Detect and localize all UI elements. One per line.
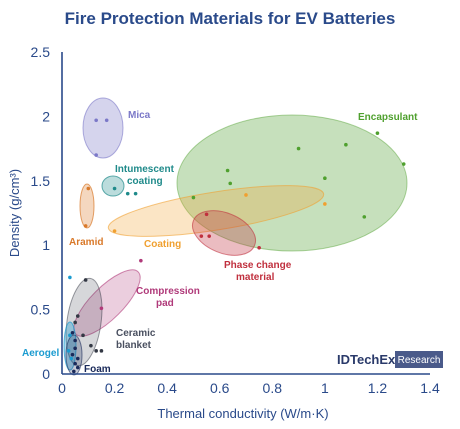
idtechex-logo: IDTechEx Research bbox=[337, 351, 443, 368]
logo-research-box bbox=[395, 351, 443, 368]
x-tick-label: 0.8 bbox=[263, 380, 283, 396]
intumescent-line-1: Intumescent bbox=[115, 164, 175, 175]
data-point-intumescent-coating bbox=[125, 191, 130, 196]
cpad-line-1: Compression bbox=[136, 286, 200, 297]
region-encapsulant bbox=[176, 114, 408, 252]
x-tick-label: 1.4 bbox=[420, 380, 440, 396]
data-point-foam bbox=[70, 330, 75, 335]
region-aramid bbox=[79, 183, 95, 229]
material-regions bbox=[63, 97, 408, 376]
series-label-encapsulant: Encapsulant bbox=[358, 112, 418, 123]
data-point-aerogel bbox=[69, 356, 73, 361]
pcm-line-1: Phase change bbox=[224, 260, 292, 271]
series-label-intumescent-coating: Intumescent coating bbox=[115, 164, 175, 187]
data-point-encapsulant bbox=[401, 162, 406, 166]
region-ceramic-blanket bbox=[65, 277, 103, 367]
data-point-aramid bbox=[83, 224, 88, 228]
data-point-compression-pad bbox=[99, 306, 104, 311]
y-tick-label: 0 bbox=[42, 366, 50, 382]
y-tick-label: 2.5 bbox=[31, 44, 51, 60]
data-point-ceramic-blanket bbox=[99, 349, 104, 353]
intumescent-line-2: coating bbox=[127, 176, 163, 187]
series-label-compression-pad: Compression pad bbox=[136, 286, 200, 309]
region-phase-change-material bbox=[191, 210, 257, 256]
data-point-foam bbox=[70, 352, 75, 357]
data-points bbox=[66, 118, 406, 374]
data-point-encapsulant bbox=[228, 181, 233, 186]
x-axis-label: Thermal conductivity (W/m·K) bbox=[157, 406, 328, 421]
data-point-encapsulant bbox=[344, 142, 348, 147]
x-tick-labels: 0 0.2 0.4 0.6 0.8 1 1.2 1.4 bbox=[58, 380, 440, 396]
data-point-encapsulant bbox=[191, 195, 196, 200]
x-tick-label: 0 bbox=[58, 380, 66, 396]
series-label-ceramic-blanket: Ceramic blanket bbox=[116, 328, 156, 351]
data-point-intumescent-coating bbox=[133, 191, 138, 196]
data-point-foam bbox=[73, 346, 77, 351]
pcm-line-2: material bbox=[236, 272, 275, 283]
data-point-ceramic-blanket bbox=[89, 343, 93, 348]
series-label-foam: Foam bbox=[84, 364, 111, 375]
data-point-aramid bbox=[86, 186, 91, 191]
data-point-mica bbox=[104, 118, 109, 123]
y-axis-label: Density (g/cm³) bbox=[7, 169, 22, 257]
data-point-coating bbox=[244, 193, 248, 197]
data-point-foam bbox=[73, 361, 77, 366]
data-point-foam bbox=[73, 338, 77, 343]
data-point-phase-change-material bbox=[204, 212, 209, 217]
region-mica bbox=[82, 97, 124, 159]
data-point-foam bbox=[72, 369, 76, 374]
data-point-foam bbox=[75, 356, 80, 361]
chart-title: Fire Protection Materials for EV Batteri… bbox=[65, 9, 396, 28]
series-label-aerogel: Aerogel bbox=[22, 348, 59, 359]
y-tick-label: 0.5 bbox=[31, 302, 51, 318]
data-point-aerogel bbox=[68, 275, 72, 280]
x-tick-label: 0.2 bbox=[105, 380, 125, 396]
series-label-coating: Coating bbox=[144, 239, 181, 250]
data-point-ceramic-blanket bbox=[83, 278, 88, 282]
data-point-phase-change-material bbox=[199, 234, 204, 238]
region-intumescent-coating bbox=[101, 175, 125, 197]
series-label-mica: Mica bbox=[128, 110, 151, 121]
data-point-aerogel bbox=[68, 333, 72, 338]
series-label-aramid: Aramid bbox=[69, 237, 103, 248]
logo-text-idtechex: IDTechEx bbox=[337, 352, 396, 367]
data-point-compression-pad bbox=[139, 258, 143, 263]
data-point-encapsulant bbox=[362, 215, 367, 219]
y-tick-label: 1.5 bbox=[31, 173, 51, 189]
x-tick-label: 1 bbox=[321, 380, 329, 396]
series-labels: Mica Intumescent coating Encapsulant Aram… bbox=[22, 110, 418, 375]
data-point-encapsulant bbox=[375, 131, 380, 135]
y-tick-label: 2 bbox=[42, 108, 50, 124]
x-tick-label: 1.2 bbox=[368, 380, 388, 396]
data-point-ceramic-blanket bbox=[81, 333, 85, 338]
data-point-coating bbox=[323, 202, 327, 206]
ceramic-line-1: Ceramic bbox=[116, 328, 156, 339]
y-tick-label: 1 bbox=[42, 237, 50, 253]
data-point-foam bbox=[75, 365, 80, 370]
x-tick-label: 0.4 bbox=[157, 380, 177, 396]
region-compression-pad bbox=[73, 269, 141, 337]
series-label-phase-change-material: Phase change material bbox=[224, 260, 292, 283]
data-point-ceramic-blanket bbox=[73, 320, 77, 325]
data-point-mica bbox=[94, 153, 98, 157]
y-tick-labels: 0 0.5 1 1.5 2 2.5 bbox=[31, 44, 51, 382]
data-point-coating bbox=[112, 229, 117, 233]
data-point-ceramic-blanket bbox=[94, 349, 98, 353]
data-point-encapsulant bbox=[323, 176, 327, 181]
data-point-encapsulant bbox=[225, 168, 230, 173]
data-point-encapsulant bbox=[296, 146, 301, 151]
data-point-phase-change-material bbox=[257, 245, 261, 250]
ceramic-line-2: blanket bbox=[116, 340, 152, 351]
data-point-mica bbox=[94, 118, 98, 123]
logo-text-research: Research bbox=[398, 355, 441, 366]
x-tick-label: 0.6 bbox=[210, 380, 230, 396]
data-point-intumescent-coating bbox=[112, 186, 117, 191]
data-point-phase-change-material bbox=[207, 234, 211, 238]
cpad-line-2: pad bbox=[156, 298, 174, 309]
data-point-aerogel bbox=[66, 349, 71, 353]
data-point-ceramic-blanket bbox=[75, 314, 80, 318]
